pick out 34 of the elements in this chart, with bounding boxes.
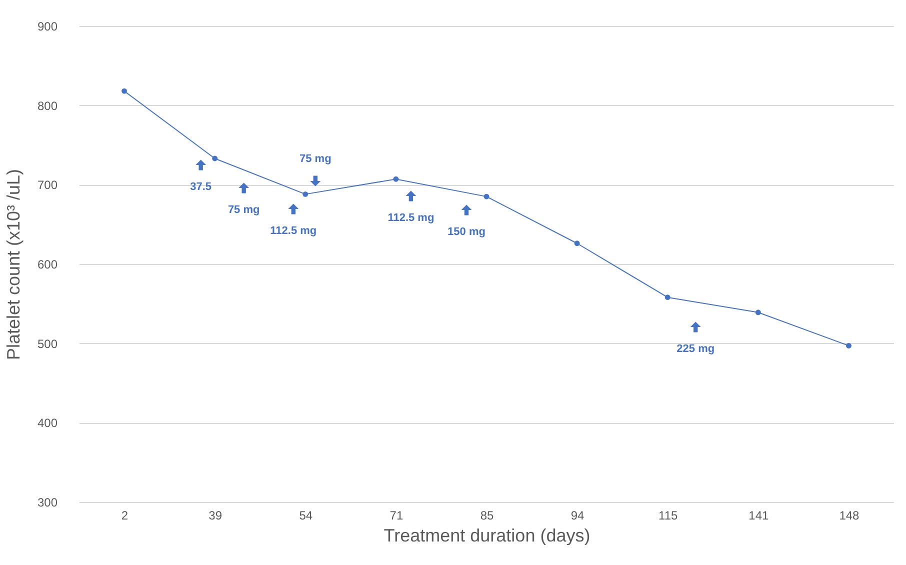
annotation: 75 mg <box>228 204 260 216</box>
point <box>393 176 399 182</box>
annotation: 150 mg <box>448 226 486 238</box>
x-tick-label: 94 <box>570 508 585 522</box>
y-axis-title: Platelet count (x10³ /uL) <box>3 168 24 360</box>
x-tick-label: 148 <box>839 508 860 522</box>
y-tick-label: 900 <box>37 20 58 34</box>
y-tick-label: 800 <box>37 98 58 113</box>
x-tick-label: 39 <box>208 508 222 522</box>
y-tick-label: 700 <box>37 178 58 192</box>
annotation: 112.5 mg <box>388 212 434 224</box>
point <box>122 88 128 94</box>
x-tick-label: 71 <box>390 508 404 522</box>
point <box>484 194 490 200</box>
point <box>574 240 580 246</box>
y-tick-label: 300 <box>37 496 58 510</box>
point <box>755 310 761 316</box>
point <box>212 156 218 162</box>
x-tick-label: 141 <box>748 508 769 522</box>
y-tick-label: 600 <box>37 258 58 272</box>
x-tick-label: 54 <box>299 508 313 522</box>
annotation: 75 mg <box>299 153 332 165</box>
annotation: 225 mg <box>676 343 715 355</box>
point <box>664 294 670 300</box>
point <box>302 191 308 197</box>
x-axis-title: Treatment duration (days) <box>384 526 590 546</box>
point <box>846 342 852 348</box>
annotation: 112.5 mg <box>270 225 317 237</box>
x-tick-label: 85 <box>480 508 494 522</box>
annotation: 37.5 <box>190 181 212 193</box>
y-tick-label: 500 <box>37 336 58 351</box>
x-tick-label: 115 <box>658 508 678 522</box>
x-tick-label: 2 <box>121 508 128 522</box>
y-tick-label: 400 <box>37 416 58 430</box>
